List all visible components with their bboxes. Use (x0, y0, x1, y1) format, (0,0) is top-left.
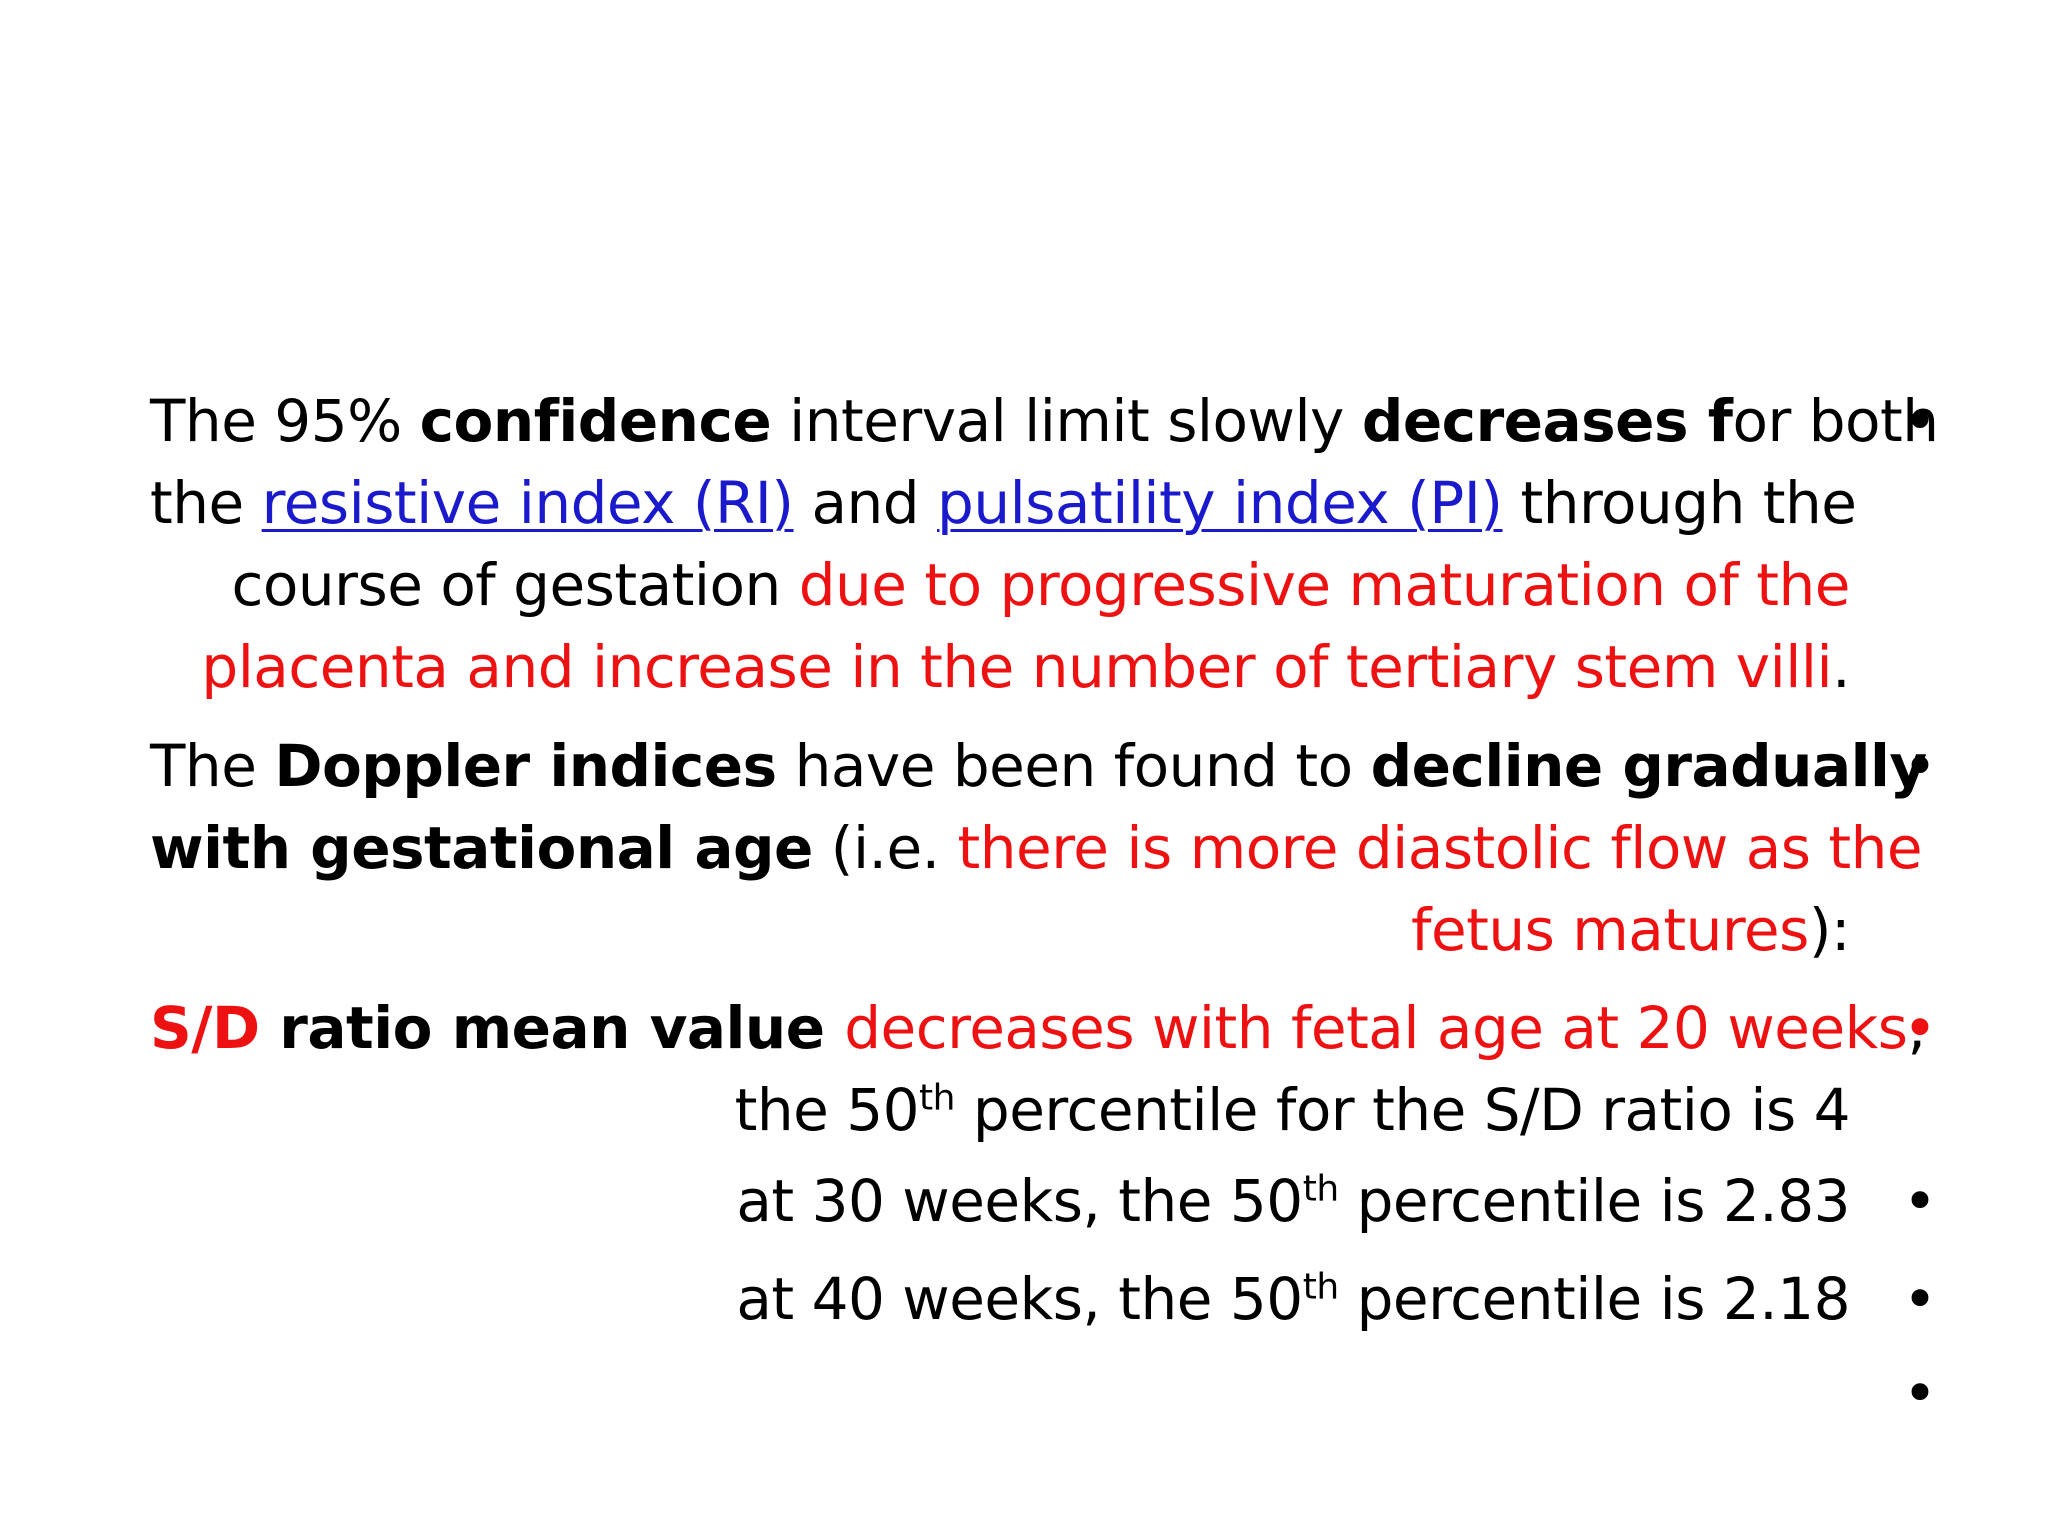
line: placenta and increase in the number of t… (150, 626, 1850, 708)
text: through the (1502, 469, 1857, 537)
text: and (793, 469, 938, 537)
superscript: th (919, 1077, 955, 1119)
line: the 50th percentile for the S/D ratio is… (150, 1069, 1851, 1151)
bullet-6: • (1902, 1359, 1938, 1427)
red-text: there is more diastolic flow as the (957, 814, 1923, 882)
text: have been found to (776, 732, 1371, 800)
red-text: placenta and increase in the number of t… (201, 633, 1833, 701)
text: at 30 weeks, the 50 (736, 1167, 1303, 1235)
text: (i.e. (812, 814, 958, 882)
bold-text: decreases f (1361, 387, 1733, 455)
line: at 40 weeks, the 50th percentile is 2.18 (150, 1258, 1850, 1340)
text: percentile is 2.83 (1338, 1167, 1851, 1235)
line: at 30 weeks, the 50th percentile is 2.83 (150, 1160, 1850, 1242)
line: The 95% confidence interval limit slowly… (150, 380, 1939, 462)
bullet-4: • (1902, 1167, 1938, 1235)
bold-text: ratio mean value (259, 994, 845, 1062)
text: percentile is 2.18 (1338, 1265, 1851, 1333)
bold-text: Doppler indices (274, 732, 777, 800)
line: with gestational age (i.e. there is more… (150, 807, 1923, 889)
text: , (1907, 994, 1926, 1062)
text: The (150, 732, 275, 800)
text: ): (1808, 896, 1851, 964)
text: percentile for the S/D ratio is 4 (954, 1076, 1851, 1144)
text: course of gestation (231, 551, 799, 619)
superscript: th (1302, 1266, 1339, 1308)
bullet-5: • (1902, 1265, 1938, 1333)
text: at 40 weeks, the 50 (736, 1265, 1303, 1333)
paragraph-30-weeks: at 30 weeks, the 50th percentile is 2.83 (150, 1160, 1850, 1242)
paragraph-confidence-interval: The 95% confidence interval limit slowly… (150, 380, 1939, 708)
red-text: fetus matures (1411, 896, 1809, 964)
superscript: th (1302, 1168, 1339, 1210)
text: the (150, 469, 262, 537)
line: The Doppler indices have been found to d… (150, 725, 1927, 807)
text: The 95% (150, 387, 420, 455)
bold-text: decline gradually (1370, 732, 1928, 800)
red-bold-text: S/D (150, 994, 260, 1062)
bold-text: confidence (419, 387, 772, 455)
bullet-2: • (1902, 732, 1938, 800)
line: fetus matures): (150, 889, 1850, 971)
pulsatility-index-link[interactable]: pulsatility index (PI) (937, 469, 1503, 537)
paragraph-sd-ratio: S/D ratio mean value decreases with feta… (150, 987, 1926, 1151)
resistive-index-link[interactable]: resistive index (RI) (261, 469, 794, 537)
line: the resistive index (RI) and pulsatility… (150, 462, 1857, 544)
text: interval limit slowly (771, 387, 1362, 455)
line: course of gestation due to progressive m… (150, 544, 1851, 626)
bullet-3: • (1902, 994, 1938, 1062)
red-text: due to progressive maturation of the (798, 551, 1851, 619)
bold-text: with gestational age (150, 814, 813, 882)
paragraph-40-weeks: at 40 weeks, the 50th percentile is 2.18 (150, 1258, 1850, 1340)
bullet-1: • (1902, 387, 1938, 455)
paragraph-doppler-indices: The Doppler indices have been found to d… (150, 725, 1927, 971)
red-text: decreases with fetal age at 20 weeks (844, 994, 1908, 1062)
text: . (1832, 633, 1850, 701)
line: S/D ratio mean value decreases with feta… (150, 987, 1926, 1069)
text: the 50 (734, 1076, 920, 1144)
text: or both (1732, 387, 1939, 455)
